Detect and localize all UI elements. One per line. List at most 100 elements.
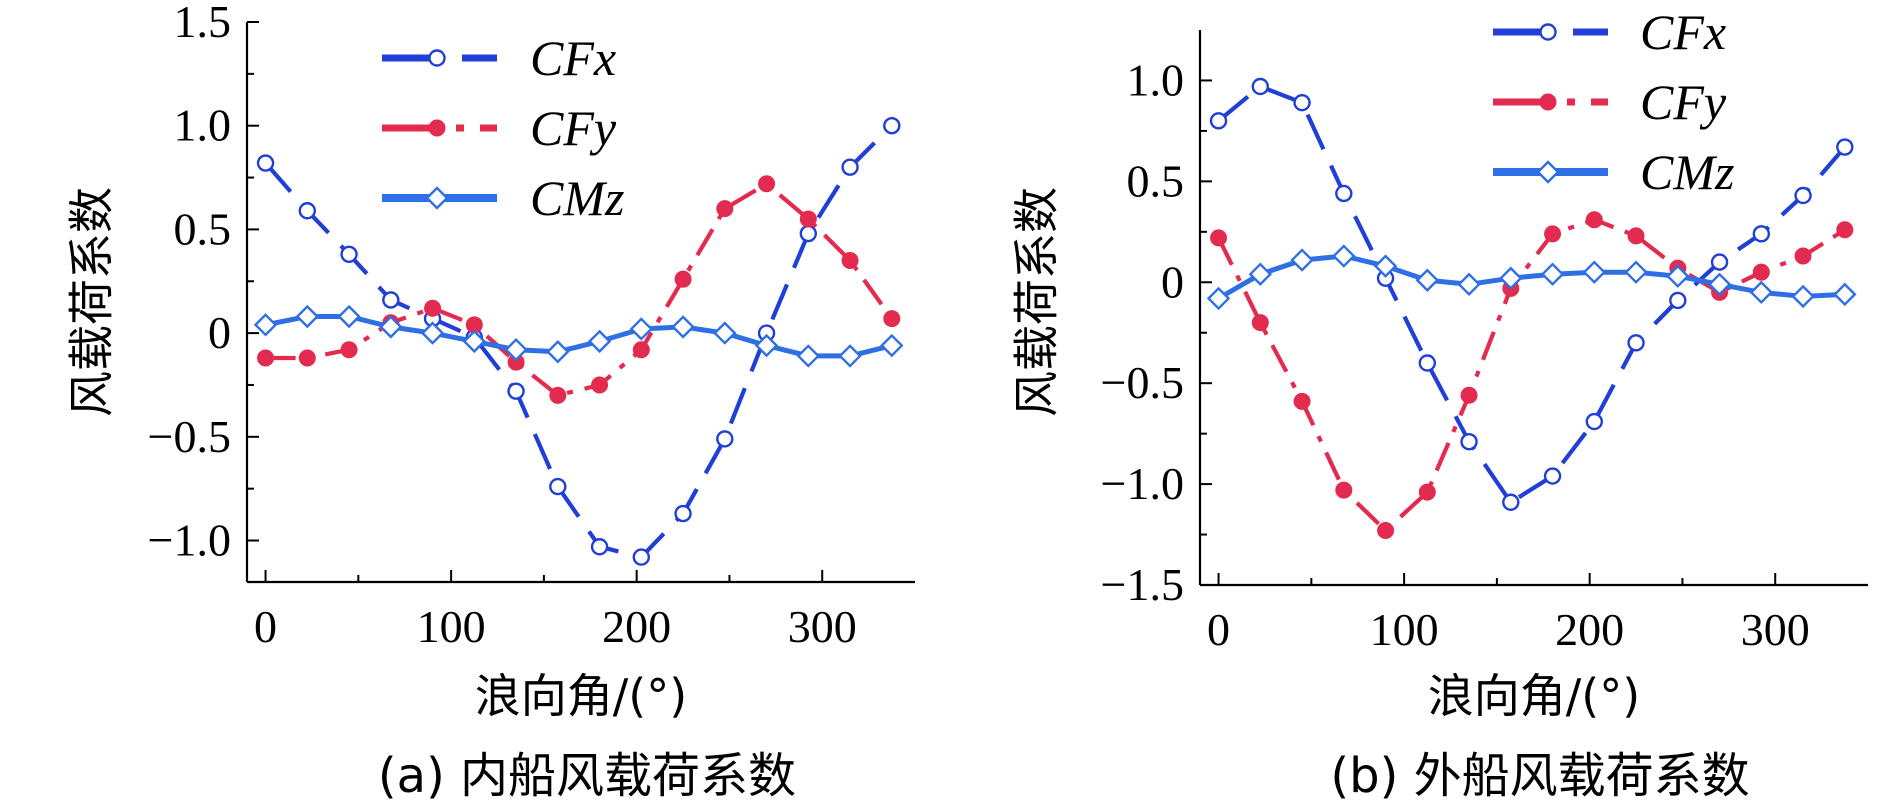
series-line-cfx [264, 124, 894, 560]
data-point-cfy [716, 200, 734, 218]
y-tick-label: 1.0 [1127, 54, 1185, 105]
data-point-cfx [1293, 93, 1311, 112]
series-line-cfy [1216, 217, 1846, 533]
legend-label-cfy: CFy [530, 100, 617, 156]
data-point-cfx [1794, 186, 1812, 205]
data-point-cfy [1293, 392, 1311, 410]
legend-marker-cmz [425, 186, 449, 210]
panel-a-chart: 1.5 1.0 0.5 0 −0.5 −1.0 0 100 200 300 风载荷系数浪向角/(°)… [65, 0, 915, 804]
data-point-cfx [382, 291, 400, 309]
data-point-cfy [1585, 211, 1603, 229]
data-point-cfx [799, 224, 818, 243]
x-tick-label: 300 [788, 601, 857, 652]
x-tick-label: 100 [1370, 604, 1439, 655]
data-point-cfx [716, 430, 734, 448]
legend-marker-cmz [1536, 160, 1560, 184]
data-point-cmz [1499, 266, 1523, 290]
data-point-cmz [462, 329, 487, 354]
y-tick-label: 1.5 [174, 0, 232, 47]
data-point-cfy [1544, 225, 1562, 243]
data-point-cfx [883, 117, 901, 135]
data-point-cfy [799, 210, 817, 228]
y-axis-title: 风载荷系数 [65, 187, 119, 417]
data-point-cmz [1707, 272, 1732, 296]
data-point-cmz [546, 340, 570, 364]
y-tick-label: −1.0 [148, 515, 231, 566]
legend-label-cmz: CMz [1640, 144, 1734, 200]
x-tick-label: 0 [254, 601, 277, 652]
y-tick-label: 1.0 [174, 100, 232, 151]
data-point-cmz [1749, 280, 1774, 305]
data-point-cfx [1209, 112, 1228, 130]
panel-caption: (b) 外船风载荷系数 [1330, 748, 1749, 804]
data-point-cfx [1710, 253, 1729, 271]
data-point-cfx [1418, 354, 1437, 372]
x-tick-label: 0 [1207, 604, 1230, 655]
series-line-cmz [265, 314, 893, 359]
series-line-cfx [1217, 84, 1847, 505]
data-point-cmz [1582, 260, 1607, 284]
data-point-cfx [1335, 184, 1353, 203]
data-point-cfx [590, 538, 609, 556]
data-point-cmz [1332, 244, 1356, 268]
data-point-cfx [298, 202, 317, 220]
data-point-cmz [1373, 254, 1398, 278]
data-point-cfx [632, 548, 651, 566]
y-tick-label: −0.5 [1101, 357, 1184, 408]
data-point-cfx [841, 158, 859, 176]
data-point-cfx [1627, 334, 1645, 352]
data-point-cmz [1248, 262, 1273, 286]
data-point-cmz [880, 333, 904, 358]
data-point-cfy [1418, 483, 1436, 501]
data-point-cfx [549, 477, 567, 496]
y-tick-label: −1.0 [1101, 458, 1184, 509]
legend-label-cfy: CFy [1640, 74, 1727, 130]
x-tick-label: 100 [417, 601, 486, 652]
panel-caption: (a) 内船风载荷系数 [378, 748, 796, 804]
data-point-cfx [340, 245, 358, 263]
data-point-cmz [420, 321, 445, 345]
data-point-cmz [1624, 260, 1648, 284]
y-tick-label: 0 [1161, 256, 1184, 307]
data-point-cfy [674, 270, 692, 288]
data-point-cfy [841, 252, 859, 270]
x-tick-label: 300 [1741, 604, 1810, 655]
data-point-cmz [754, 333, 779, 358]
y-tick-label: 0 [208, 307, 231, 358]
data-point-cmz [1791, 284, 1815, 309]
data-point-cfx [1585, 412, 1604, 431]
data-point-cmz [295, 304, 320, 329]
legend-marker-cfy [1539, 93, 1557, 111]
x-axis-title: 浪向角/(°) [475, 669, 687, 723]
data-point-cmz [253, 313, 278, 337]
y-tick-label: 0.5 [1127, 155, 1185, 206]
series-line-cfy [265, 181, 894, 398]
data-point-cfx [1836, 138, 1854, 156]
data-point-cfy [298, 349, 316, 367]
legend-marker-cfx [428, 49, 446, 67]
data-point-cmz [1457, 272, 1481, 296]
data-point-cfy [257, 349, 275, 367]
data-point-cfx [507, 382, 525, 400]
data-point-cmz [1206, 286, 1231, 311]
data-point-cmz [671, 315, 695, 339]
legend-marker-cfy [428, 119, 446, 137]
x-tick-label: 200 [1555, 604, 1624, 655]
data-point-cfx [1543, 467, 1562, 485]
y-axis-title: 风载荷系数 [1010, 187, 1064, 417]
data-point-cfx [674, 504, 692, 523]
data-point-cmz [504, 338, 528, 362]
legend-marker-cfx [1539, 23, 1557, 41]
y-tick-label: −0.5 [148, 411, 231, 462]
data-point-cmz [1415, 268, 1440, 292]
y-tick-label: −1.5 [1101, 559, 1184, 610]
data-point-cmz [629, 317, 654, 341]
data-point-cfy [1335, 481, 1353, 499]
data-point-cfx [256, 154, 275, 172]
data-point-cmz [1290, 248, 1314, 272]
data-point-cfx [1752, 225, 1771, 243]
data-point-cmz [1666, 264, 1690, 288]
panel-b-chart: 1.0 0.5 0 −0.5 −1.0 −1.5 0 100 200 300 风载荷系数浪向角/(°… [1010, 4, 1868, 804]
data-point-cfy [340, 341, 358, 359]
